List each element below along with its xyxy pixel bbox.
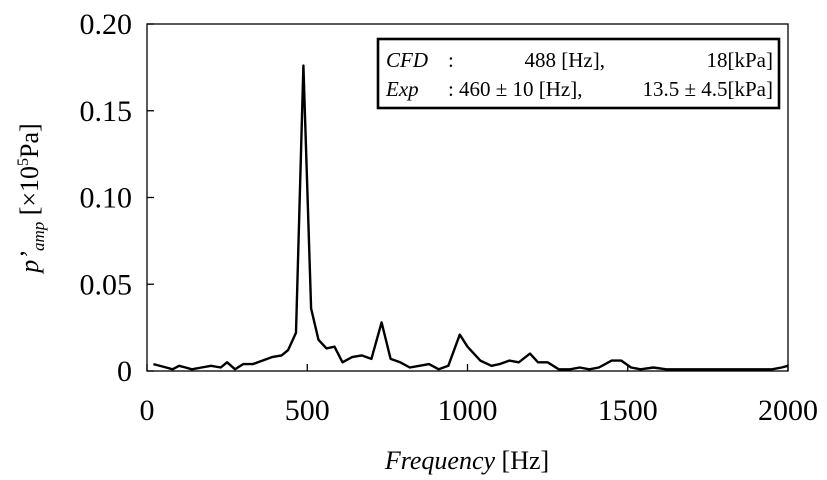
- y-axis-title-prime: ’: [15, 251, 44, 260]
- legend: CFD : 488 [Hz], 18[kPa] Exp : 460 ± 10 […: [376, 37, 781, 110]
- x-axis-title-italic: Frequency: [384, 446, 496, 475]
- legend-row-exp-amp: 13.5 ± 4.5[kPa]: [642, 77, 773, 101]
- legend-box: [376, 37, 781, 110]
- x-axis-title-unit: [Hz]: [495, 446, 549, 475]
- y-axis-title-subscript: amp: [29, 222, 48, 251]
- legend-row-exp-sep: :: [448, 77, 454, 101]
- legend-row-exp-label: Exp: [385, 77, 419, 101]
- x-tick-label: 1500: [598, 394, 658, 427]
- x-axis-ticks: 0 500 1000 1500 2000: [140, 364, 818, 427]
- legend-row-cfd-label: CFD: [386, 48, 428, 72]
- y-tick-label: 0.20: [80, 8, 133, 41]
- legend-row-exp-freq: 460 ± 10 [Hz],: [459, 77, 583, 101]
- y-tick-label: 0.10: [80, 182, 133, 215]
- legend-row-cfd-sep: :: [448, 48, 454, 72]
- y-axis-title-symbol: p: [15, 260, 44, 275]
- y-tick-label: 0.05: [80, 268, 133, 301]
- y-axis-title: p’amp [×105Pa]: [15, 123, 48, 274]
- x-tick-label: 1000: [438, 394, 498, 427]
- legend-row-cfd-freq: 488 [Hz],: [525, 48, 605, 72]
- x-tick-label: 2000: [758, 394, 818, 427]
- legend-row-cfd-amp: 18[kPa]: [707, 48, 774, 72]
- x-axis-title: Frequency [Hz]: [384, 446, 549, 475]
- y-tick-label: 0: [117, 355, 132, 388]
- x-tick-label: 500: [285, 394, 330, 427]
- y-axis-title-unit: Pa]: [15, 123, 44, 158]
- series-line: [153, 64, 789, 371]
- y-tick-label: 0.15: [80, 95, 133, 128]
- y-axis-ticks: 0 0.05 0.10 0.15 0.20: [80, 8, 154, 388]
- y-axis-title-bracket: [×10: [15, 166, 44, 222]
- y-axis-title-superscript: 5: [15, 158, 32, 166]
- x-tick-label: 0: [140, 394, 155, 427]
